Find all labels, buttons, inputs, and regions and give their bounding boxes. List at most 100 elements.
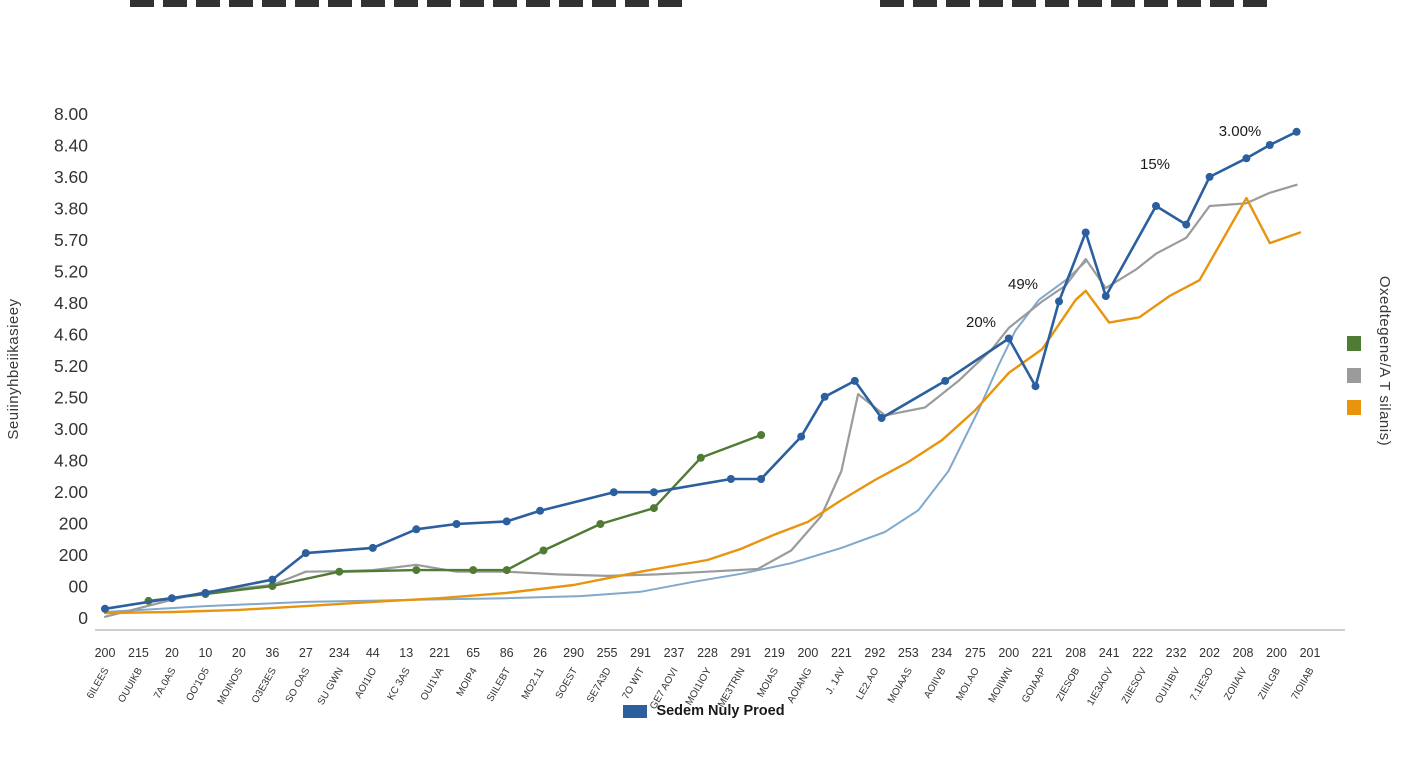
x-axis-label: 292 [864, 646, 885, 660]
x-axis-label-rotated: MO2.11 [520, 666, 547, 702]
y-axis-label: 200 [59, 545, 88, 565]
series-marker-green [335, 567, 344, 576]
series-marker-blue [797, 432, 806, 441]
x-axis-label-rotated: 7A.0AS [152, 666, 179, 701]
x-axis-label: 10 [198, 646, 212, 660]
annotation: 3.00% [1219, 123, 1262, 140]
series-marker-green [539, 546, 548, 555]
x-axis-label-rotated: O3E3ES [250, 666, 279, 705]
series-marker-blue [1182, 220, 1191, 229]
x-axis-label-rotated: 7O WIT [620, 666, 647, 701]
series-marker-blue [368, 543, 377, 552]
x-axis-label: 27 [299, 646, 313, 660]
series-marker-blue [201, 588, 210, 597]
x-axis-label-rotated: OUI1IBV [1153, 666, 1182, 706]
x-axis-label-rotated: MOI.AO [954, 666, 982, 703]
y-axis-label: 3.00 [54, 419, 88, 439]
series-marker-green [596, 520, 605, 528]
x-axis-label-rotated: SE7A3D [585, 666, 614, 705]
y-axis-label: 3.80 [54, 199, 88, 219]
legend-swatch-green [1347, 336, 1361, 351]
x-axis-label: 36 [265, 646, 279, 660]
series-marker-blue [649, 488, 658, 497]
x-axis-label: 232 [1166, 646, 1187, 660]
x-axis-label-rotated: 1IE3AOV [1085, 666, 1116, 708]
y-axis-label: 2.50 [54, 388, 88, 408]
series-line-blue [103, 130, 1298, 611]
x-axis-label: 200 [1266, 646, 1287, 660]
series-marker-blue [167, 594, 176, 603]
series-marker-blue [1004, 334, 1013, 343]
x-axis-label: 234 [329, 646, 350, 660]
series-marker-blue [1152, 202, 1160, 210]
x-axis-label: 275 [965, 646, 986, 660]
x-axis-label-rotated: MOI1IOY [684, 666, 715, 708]
legend-swatch-blue [623, 704, 648, 718]
series-marker-blue [536, 506, 545, 515]
x-axis-label: 201 [1300, 646, 1321, 660]
x-axis-label: 255 [597, 646, 618, 660]
series-marker-blue [101, 604, 109, 613]
series-marker-green [469, 566, 478, 575]
legend-swatch-orange [1347, 400, 1361, 415]
y-axis-label: 4.80 [54, 293, 88, 313]
y-axis-label: 00 [69, 577, 89, 597]
x-axis-label: 26 [533, 646, 547, 660]
x-axis-label-rotated: SU GWN [316, 666, 346, 707]
x-axis-label-rotated: J. 1AV [824, 666, 848, 697]
series-marker-blue [1292, 127, 1301, 136]
x-axis-label-rotated: ZIIILGB [1256, 666, 1283, 702]
x-axis-label: 291 [630, 646, 651, 660]
x-axis-label-rotated: 7.1IE3O [1188, 666, 1216, 703]
y-axis-label: 2.00 [54, 482, 88, 502]
x-axis-label: 13 [399, 646, 413, 660]
y-axis-label: 8.00 [54, 104, 88, 124]
x-axis-label: 200 [998, 646, 1019, 660]
x-axis-label: 215 [128, 646, 149, 660]
x-axis-label: 241 [1099, 646, 1120, 660]
series-line-green [147, 433, 763, 603]
bottom-legend: Sedem Nuly Proed [0, 703, 1408, 719]
series-marker-blue [412, 525, 421, 534]
x-axis-label: 200 [797, 646, 818, 660]
series-marker-blue [1081, 228, 1090, 237]
x-axis-label: 221 [429, 646, 450, 660]
series-marker-blue [301, 549, 310, 558]
x-axis-label: 290 [563, 646, 584, 660]
series-marker-blue [1242, 154, 1251, 163]
x-axis-label-rotated: LE2.AO [854, 666, 881, 702]
x-axis-label-rotated: 6ILEES [85, 666, 112, 701]
y-axis-label: 8.40 [54, 136, 88, 156]
x-axis-label-rotated: ZIIESOV [1120, 666, 1149, 706]
x-axis-label-rotated: MOIAS [755, 666, 781, 700]
x-axis-label: 228 [697, 646, 718, 660]
x-axis-label-rotated: SO OAS [284, 666, 313, 705]
series-line-orange [103, 196, 1302, 615]
series-marker-blue [1101, 292, 1110, 301]
cropped-text-artifact [130, 0, 690, 7]
x-axis-label-rotated: OUI1VA [419, 666, 447, 703]
x-axis-label-rotated: MOIP4 [455, 666, 480, 699]
x-axis-label: 291 [731, 646, 752, 660]
x-axis-label: 208 [1065, 646, 1086, 660]
series-marker-blue [941, 376, 950, 385]
y-axis-label: 5.20 [54, 356, 88, 376]
x-axis-label-rotated: MOIIWN [987, 666, 1016, 705]
x-axis-label-rotated: AOIIVB [922, 666, 948, 701]
x-axis-label-rotated: GOIAAP [1020, 666, 1049, 705]
y-axis-label: 3.60 [54, 167, 88, 187]
side-legend [1347, 336, 1361, 415]
series-marker-green [268, 582, 277, 590]
series-marker-blue [877, 414, 886, 422]
series-marker-blue [1205, 172, 1214, 181]
x-axis-label-rotated: OO'1O5 [184, 666, 212, 703]
series-marker-green [757, 431, 766, 439]
series-marker-blue [452, 520, 461, 528]
x-axis-label-rotated: AOIANG [786, 666, 815, 705]
series-marker-blue [1265, 141, 1274, 149]
series-marker-blue [609, 488, 618, 497]
x-axis-label-rotated: MOIAAS [886, 666, 915, 705]
x-axis-label-rotated: ZOIIAIV [1222, 666, 1249, 703]
